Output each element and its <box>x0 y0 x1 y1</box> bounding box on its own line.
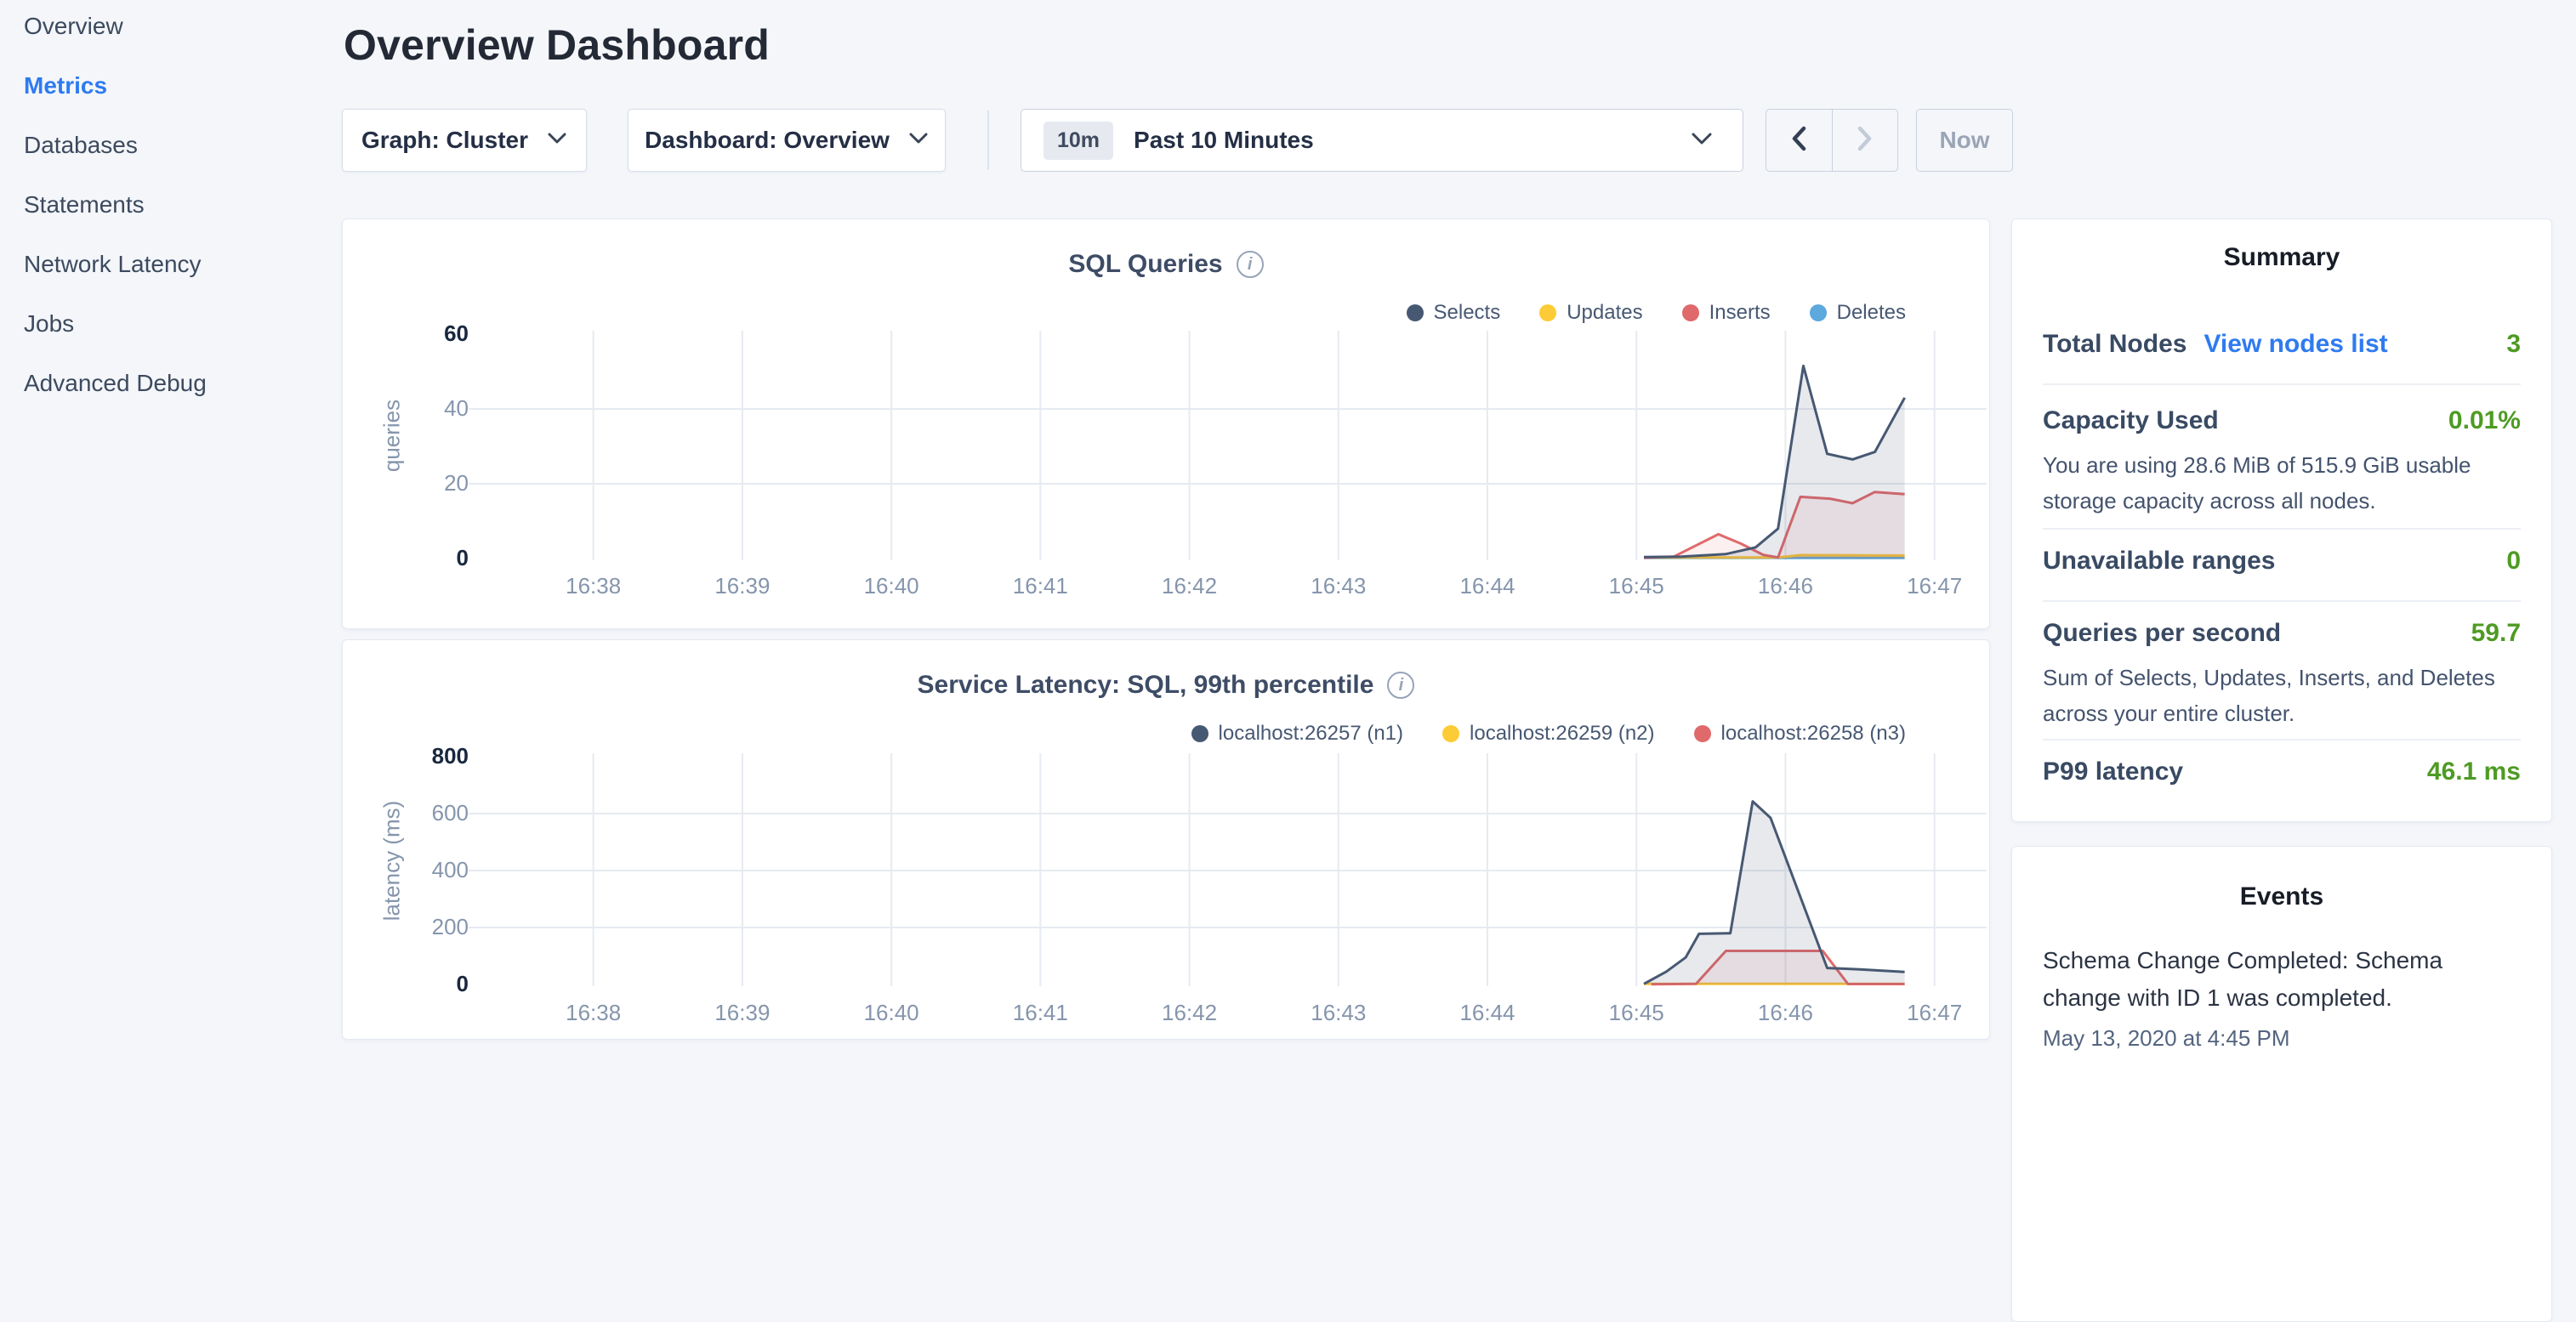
chevron-left-icon <box>1789 125 1808 156</box>
sidebar-item-network-latency[interactable]: Network Latency <box>24 235 202 294</box>
time-range-selector[interactable]: 10m Past 10 Minutes <box>1021 109 1743 172</box>
summary-row-description: You are using 28.6 MiB of 515.9 GiB usab… <box>2043 447 2521 519</box>
x-axis-tick-label: 16:40 <box>840 1000 942 1026</box>
now-button[interactable]: Now <box>1916 109 2013 172</box>
chart-plot-area[interactable] <box>477 334 1987 559</box>
dashboard-dropdown[interactable]: Dashboard: Overview <box>628 109 946 172</box>
x-axis-tick-label: 16:42 <box>1139 1000 1241 1026</box>
sidebar-item-statements[interactable]: Statements <box>24 175 145 235</box>
events-panel: Events Schema Change Completed: Schema c… <box>2011 846 2552 1322</box>
x-axis-tick-label: 16:41 <box>989 1000 1091 1026</box>
page-title: Overview Dashboard <box>344 20 770 70</box>
summary-row-capacity-used: Capacity Used 0.01% You are using 28.6 MiB… <box>2043 406 2521 519</box>
summary-row-unavailable-ranges: Unavailable ranges 0 <box>2043 547 2521 576</box>
summary-row-label: Unavailable ranges <box>2043 547 2275 576</box>
time-step-forward-button[interactable] <box>1832 110 1898 171</box>
event-list-item: Schema Change Completed: Schema change w… <box>2043 942 2521 1052</box>
chevron-right-icon <box>1856 125 1874 156</box>
sidebar-item-jobs[interactable]: Jobs <box>24 294 74 354</box>
x-axis-tick-label: 16:44 <box>1436 1000 1538 1026</box>
summary-panel: Summary Total Nodes View nodes list 3 Capac… <box>2011 218 2552 822</box>
x-axis-tick-label: 16:38 <box>543 573 645 599</box>
summary-row-queries-per-second: Queries per second 59.7 Sum of Selects, Up… <box>2043 619 2521 731</box>
x-axis-tick-label: 16:47 <box>1884 1000 1986 1026</box>
y-axis-unit-label: latency (ms) <box>379 759 406 963</box>
x-axis-tick-label: 16:39 <box>691 1000 793 1026</box>
summary-row-label: P99 latency <box>2043 757 2183 786</box>
metrics-overview-page: OverviewMetricsDatabasesStatementsNetwor… <box>0 0 2576 1051</box>
graph-scope-dropdown-label: Graph: Cluster <box>361 127 528 154</box>
x-axis-tick-label: 16:44 <box>1436 573 1538 599</box>
y-axis-tick-label: 0 <box>367 545 469 571</box>
view-nodes-list-link[interactable]: View nodes list <box>2204 330 2387 359</box>
sidebar-item-databases[interactable]: Databases <box>24 116 138 175</box>
summary-row-total-nodes: Total Nodes View nodes list 3 <box>2043 330 2521 359</box>
service-latency-chart-panel: Service Latency: SQL, 99th percentile i … <box>342 639 1990 1040</box>
summary-row-value: 0.01% <box>2448 406 2521 435</box>
x-axis-tick-label: 16:46 <box>1734 573 1836 599</box>
x-axis-tick-label: 16:41 <box>989 573 1091 599</box>
chevron-down-icon <box>547 132 567 149</box>
summary-row-label: Capacity Used <box>2043 406 2219 435</box>
summary-row-description: Sum of Selects, Updates, Inserts, and De… <box>2043 660 2521 731</box>
x-axis-tick-label: 16:40 <box>840 573 942 599</box>
x-axis-tick-label: 16:43 <box>1288 573 1390 599</box>
x-axis-tick-label: 16:46 <box>1734 1000 1836 1026</box>
summary-title: Summary <box>2012 243 2551 272</box>
sidebar-item-overview[interactable]: Overview <box>24 0 123 56</box>
summary-divider <box>2043 383 2521 385</box>
summary-divider <box>2043 600 2521 602</box>
chart-plot-area[interactable] <box>477 757 1987 984</box>
summary-divider <box>2043 528 2521 530</box>
sidebar-nav: OverviewMetricsDatabasesStatementsNetwor… <box>0 0 323 1051</box>
chevron-down-icon <box>1690 131 1714 150</box>
graph-scope-dropdown[interactable]: Graph: Cluster <box>342 109 587 172</box>
x-axis-tick-label: 16:38 <box>543 1000 645 1026</box>
event-timestamp: May 13, 2020 at 4:45 PM <box>2043 1025 2521 1052</box>
summary-row-label: Total Nodes <box>2043 330 2186 359</box>
event-text: Schema Change Completed: Schema change w… <box>2043 942 2521 1017</box>
controls-divider <box>987 111 989 170</box>
sidebar-item-metrics[interactable]: Metrics <box>24 56 107 116</box>
time-step-button-group <box>1766 109 1898 172</box>
sidebar-item-advanced-debug[interactable]: Advanced Debug <box>24 354 207 413</box>
summary-row-value: 59.7 <box>2471 619 2521 648</box>
y-axis-tick-label: 0 <box>367 971 469 997</box>
events-title: Events <box>2012 882 2551 911</box>
summary-row-p99-latency: P99 latency 46.1 ms <box>2043 757 2521 786</box>
x-axis-tick-label: 16:42 <box>1139 573 1241 599</box>
summary-row-value: 0 <box>2506 547 2521 576</box>
summary-divider <box>2043 739 2521 740</box>
sql-queries-chart-panel: SQL Queries i SelectsUpdatesInsertsDelet… <box>342 218 1990 629</box>
x-axis-tick-label: 16:47 <box>1884 573 1986 599</box>
summary-row-label: Queries per second <box>2043 619 2281 648</box>
dashboard-dropdown-label: Dashboard: Overview <box>645 127 890 154</box>
summary-row-value: 3 <box>2506 330 2521 359</box>
x-axis-tick-label: 16:43 <box>1288 1000 1390 1026</box>
time-step-back-button[interactable] <box>1766 110 1832 171</box>
x-axis-tick-label: 16:45 <box>1585 573 1687 599</box>
time-range-badge: 10m <box>1043 122 1113 160</box>
x-axis-tick-label: 16:39 <box>691 573 793 599</box>
chevron-down-icon <box>908 132 929 149</box>
summary-row-value: 46.1 ms <box>2427 757 2521 786</box>
time-range-label: Past 10 Minutes <box>1134 127 1314 154</box>
x-axis-tick-label: 16:45 <box>1585 1000 1687 1026</box>
y-axis-unit-label: queries <box>379 334 406 538</box>
